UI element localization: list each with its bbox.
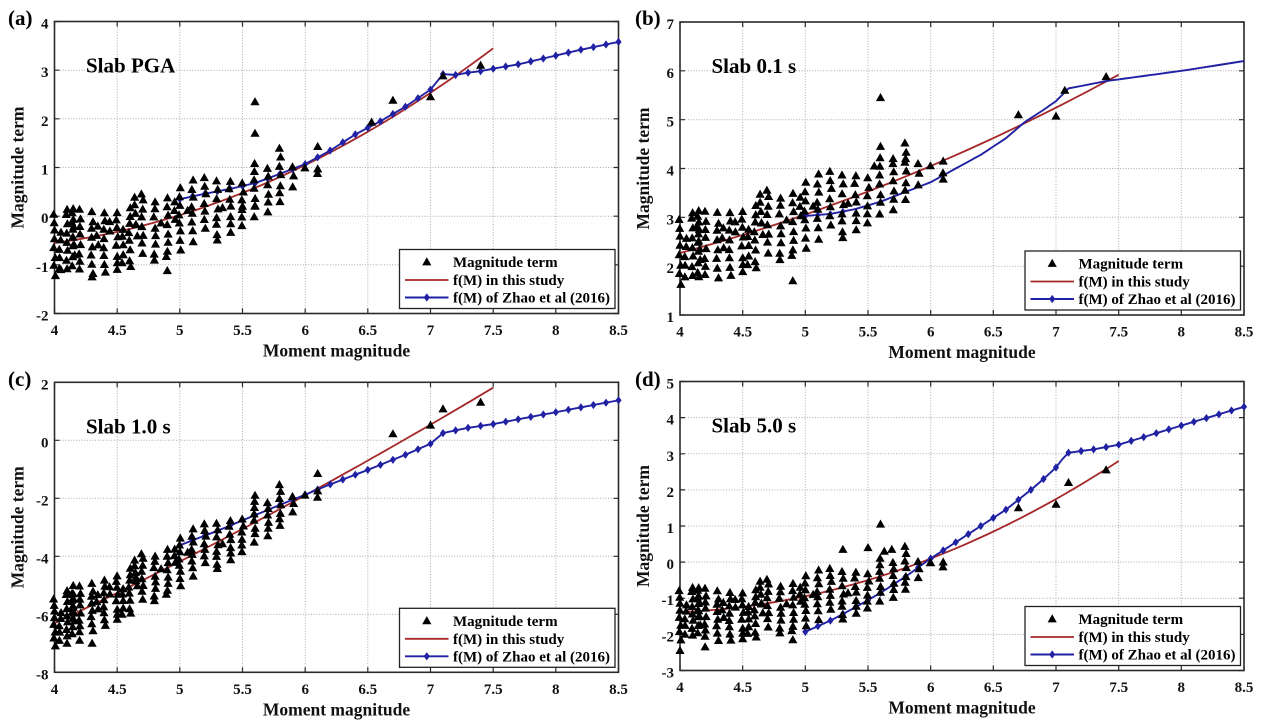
svg-text:Moment magnitude: Moment magnitude xyxy=(888,698,1036,718)
svg-text:7.5: 7.5 xyxy=(484,323,503,339)
svg-text:-3: -3 xyxy=(662,666,675,682)
svg-text:6: 6 xyxy=(927,325,935,341)
svg-text:6: 6 xyxy=(301,323,309,339)
svg-text:Magnitude term: Magnitude term xyxy=(8,466,28,588)
svg-text:(a): (a) xyxy=(8,6,33,30)
svg-text:2: 2 xyxy=(667,485,675,501)
svg-text:8: 8 xyxy=(552,682,560,698)
svg-text:(b): (b) xyxy=(635,6,661,30)
svg-text:Magnitude term: Magnitude term xyxy=(453,255,558,271)
svg-text:-8: -8 xyxy=(36,667,49,683)
svg-text:Magnitude term: Magnitude term xyxy=(453,614,558,630)
svg-text:5: 5 xyxy=(802,680,810,696)
svg-text:(c): (c) xyxy=(8,367,31,391)
svg-text:7: 7 xyxy=(1052,325,1060,341)
svg-text:7.5: 7.5 xyxy=(1109,680,1128,696)
svg-text:4.5: 4.5 xyxy=(733,325,752,341)
svg-text:4: 4 xyxy=(667,413,675,429)
svg-text:1: 1 xyxy=(667,310,675,326)
svg-text:-2: -2 xyxy=(662,629,675,645)
svg-text:8: 8 xyxy=(1178,325,1186,341)
svg-text:f(M) of Zhao et al (2016): f(M) of Zhao et al (2016) xyxy=(453,649,610,665)
svg-text:5: 5 xyxy=(176,323,184,339)
svg-text:4: 4 xyxy=(51,682,59,698)
svg-text:4: 4 xyxy=(676,680,684,696)
svg-text:-2: -2 xyxy=(36,309,49,325)
svg-text:7: 7 xyxy=(427,682,435,698)
svg-text:Slab 0.1 s: Slab 0.1 s xyxy=(712,54,797,78)
svg-text:1: 1 xyxy=(41,163,49,179)
svg-text:6.5: 6.5 xyxy=(358,323,377,339)
svg-text:5: 5 xyxy=(176,682,184,698)
svg-text:Moment magnitude: Moment magnitude xyxy=(888,342,1036,362)
svg-text:(d): (d) xyxy=(635,367,661,391)
svg-text:7.5: 7.5 xyxy=(484,682,503,698)
svg-text:6.5: 6.5 xyxy=(358,682,377,698)
svg-text:4: 4 xyxy=(51,323,59,339)
svg-text:3: 3 xyxy=(667,212,675,228)
svg-text:5.5: 5.5 xyxy=(859,680,878,696)
svg-text:Magnitude term: Magnitude term xyxy=(1079,612,1184,628)
svg-text:3: 3 xyxy=(41,65,49,81)
svg-text:f(M) of Zhao et al (2016): f(M) of Zhao et al (2016) xyxy=(1079,648,1236,664)
svg-text:5: 5 xyxy=(667,377,675,393)
svg-text:2: 2 xyxy=(41,114,49,130)
svg-text:7: 7 xyxy=(1052,680,1060,696)
svg-text:4: 4 xyxy=(41,17,49,33)
svg-text:4: 4 xyxy=(676,325,684,341)
svg-text:-2: -2 xyxy=(36,493,49,509)
svg-text:4: 4 xyxy=(667,164,675,180)
svg-text:6.5: 6.5 xyxy=(984,680,1003,696)
svg-text:3: 3 xyxy=(667,449,675,465)
svg-text:1: 1 xyxy=(667,521,675,537)
svg-text:Moment magnitude: Moment magnitude xyxy=(263,699,411,719)
svg-text:-1: -1 xyxy=(36,260,49,276)
svg-text:-4: -4 xyxy=(36,551,49,567)
svg-text:8: 8 xyxy=(552,323,560,339)
svg-text:Slab 5.0 s: Slab 5.0 s xyxy=(712,414,797,438)
svg-text:f(M) in this study: f(M) in this study xyxy=(453,273,565,289)
svg-text:7: 7 xyxy=(427,323,435,339)
svg-text:f(M) in this study: f(M) in this study xyxy=(1079,630,1191,646)
svg-text:Magnitude term: Magnitude term xyxy=(1079,257,1184,273)
svg-text:f(M) in this study: f(M) in this study xyxy=(1079,275,1191,291)
svg-text:4.5: 4.5 xyxy=(108,682,127,698)
svg-text:Magnitude term: Magnitude term xyxy=(8,106,28,228)
svg-text:0: 0 xyxy=(41,435,49,451)
svg-text:-6: -6 xyxy=(36,609,49,625)
svg-text:Magnitude term: Magnitude term xyxy=(633,465,653,587)
svg-text:5: 5 xyxy=(667,115,675,131)
svg-text:5: 5 xyxy=(802,325,810,341)
svg-text:8.5: 8.5 xyxy=(1235,325,1254,341)
svg-text:7.5: 7.5 xyxy=(1109,325,1128,341)
svg-text:8.5: 8.5 xyxy=(1235,680,1254,696)
svg-text:6.5: 6.5 xyxy=(984,325,1003,341)
svg-text:Moment magnitude: Moment magnitude xyxy=(263,341,411,361)
svg-text:6: 6 xyxy=(667,66,675,82)
svg-text:6: 6 xyxy=(927,680,935,696)
svg-text:2: 2 xyxy=(41,377,49,393)
svg-text:7: 7 xyxy=(667,17,675,33)
svg-text:Slab 1.0 s: Slab 1.0 s xyxy=(86,414,171,438)
svg-text:0: 0 xyxy=(41,211,49,227)
svg-text:0: 0 xyxy=(667,557,675,573)
svg-text:2: 2 xyxy=(667,261,675,277)
svg-text:5.5: 5.5 xyxy=(859,325,878,341)
svg-text:8: 8 xyxy=(1178,680,1186,696)
svg-text:4.5: 4.5 xyxy=(733,680,752,696)
svg-text:-1: -1 xyxy=(662,593,675,609)
svg-text:5.5: 5.5 xyxy=(233,682,252,698)
svg-text:6: 6 xyxy=(301,682,309,698)
svg-text:5.5: 5.5 xyxy=(233,323,252,339)
svg-text:f(M) of Zhao et al (2016): f(M) of Zhao et al (2016) xyxy=(1079,292,1236,308)
svg-text:4.5: 4.5 xyxy=(108,323,127,339)
svg-text:Magnitude term: Magnitude term xyxy=(633,107,653,229)
svg-text:8.5: 8.5 xyxy=(609,323,628,339)
svg-text:8.5: 8.5 xyxy=(609,682,628,698)
svg-text:f(M) in this study: f(M) in this study xyxy=(453,632,565,648)
svg-text:Slab PGA: Slab PGA xyxy=(86,54,176,78)
svg-text:f(M) of Zhao et al (2016): f(M) of Zhao et al (2016) xyxy=(453,291,610,307)
